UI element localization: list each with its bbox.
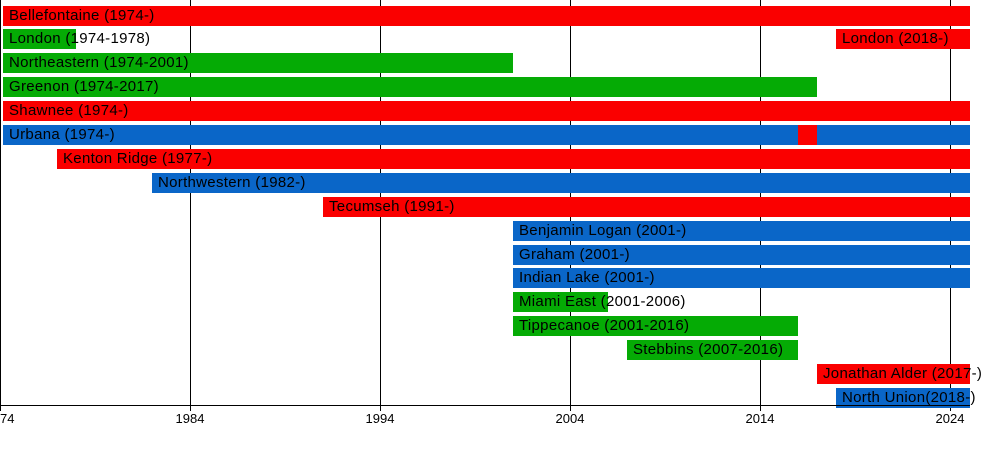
bar-label-greenon-1974: Greenon (1974-2017): [9, 78, 159, 95]
bar-label-indian-lake-2001: Indian Lake (2001-): [519, 269, 655, 286]
bar-label-tecumseh-1991: Tecumseh (1991-): [329, 198, 455, 215]
x-tick-label-2004: 2004: [555, 411, 585, 426]
bar-label-london-2018: London (2018-): [842, 30, 949, 47]
x-tick-label-1994: 1994: [365, 411, 395, 426]
bar-label-northwestern-1982: Northwestern (1982-): [158, 174, 306, 191]
bar-label-benjamin-logan-2001: Benjamin Logan (2001-): [519, 222, 687, 239]
timeline-bar-benjamin-logan-2001: [513, 221, 970, 241]
timeline-bar-bellefontaine-1974: [3, 6, 970, 26]
x-tick-label-2024: 2024: [935, 411, 965, 426]
x-tick-label-1974: 74: [0, 411, 15, 426]
bar-label-north-union-2018: North Union(2018-): [842, 389, 976, 406]
bar-label-northeastern-1974: Northeastern (1974-2001): [9, 54, 189, 71]
bar-label-miami-east-2001: Miami East (2001-2006): [519, 293, 686, 310]
x-tick-label-2014: 2014: [745, 411, 775, 426]
timeline-bar-kenton-ridge-1977: [57, 149, 970, 169]
timeline-bar-jonathan-alder-2017: [817, 364, 970, 384]
timeline-bar-london-2018: [836, 29, 970, 49]
bar-label-jonathan-alder-2017: Jonathan Alder (2017-): [823, 365, 983, 382]
x-axis-line: [0, 405, 970, 406]
timeline-bar-london-1974: [3, 29, 76, 49]
bar-label-shawnee-1974: Shawnee (1974-): [9, 102, 129, 119]
bar-label-stebbins-2007: Stebbins (2007-2016): [633, 341, 784, 358]
bar-label-tippecanoe-2001: Tippecanoe (2001-2016): [519, 317, 690, 334]
timeline-bar-urbana-1974: [3, 125, 798, 145]
timeline-bar-north-union-2018: [836, 388, 970, 408]
timeline-bar-northwestern-1982: [152, 173, 970, 193]
timeline-bar-miami-east-2001: [513, 292, 608, 312]
gridline-1984: [190, 0, 191, 411]
timeline-bar-greenon-1974: [3, 77, 817, 97]
x-tick-label-1984: 1984: [175, 411, 205, 426]
timeline-bar-stebbins-2007: [627, 340, 798, 360]
bar-label-london-1974: London (1974-1978): [9, 30, 151, 47]
bar-label-graham-2001: Graham (2001-): [519, 246, 630, 263]
timeline-bar-indian-lake-2001: [513, 268, 970, 288]
timeline-bar-tippecanoe-2001: [513, 316, 798, 336]
timeline-bar-northeastern-1974: [3, 53, 513, 73]
bar-label-kenton-ridge-1977: Kenton Ridge (1977-): [63, 150, 213, 167]
timeline-bar-urbana-2016: [798, 125, 817, 145]
bar-label-urbana-1974: Urbana (1974-): [9, 126, 115, 143]
timeline-bar-graham-2001: [513, 245, 970, 265]
timeline-bar-shawnee-1974: [3, 101, 970, 121]
bar-label-bellefontaine-1974: Bellefontaine (1974-): [9, 7, 155, 24]
timeline-bar-tecumseh-1991: [323, 197, 970, 217]
timeline-bar-urbana-2017: [817, 125, 970, 145]
gridline-1974: [0, 0, 1, 411]
